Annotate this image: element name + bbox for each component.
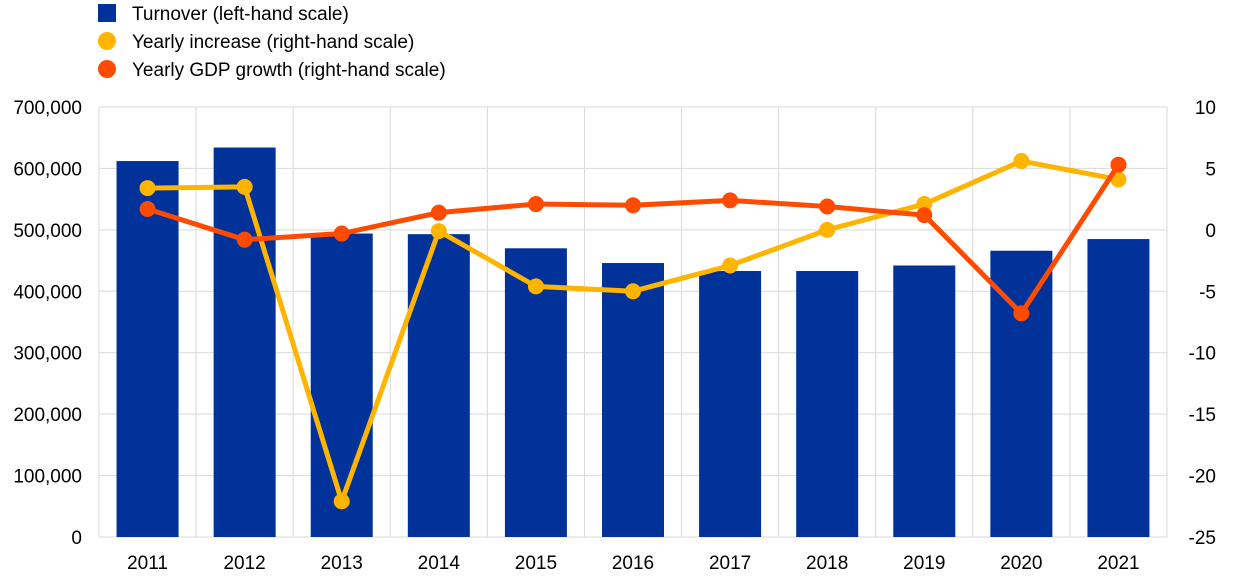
legend-swatch-yearly-increase [98, 32, 116, 50]
x-tick-label: 2018 [806, 553, 848, 574]
right-y-axis: -25 -20 -15 -10 -5 0 5 10 [1189, 98, 1216, 549]
yearly-increase-point-2012 [236, 178, 253, 195]
left-tick-label: 400,000 [13, 282, 82, 303]
x-tick-label: 2014 [418, 553, 461, 574]
left-y-axis: 0 100,000 200,000 300,000 400,000 500,000 600,… [13, 98, 82, 549]
right-tick-label: 10 [1195, 98, 1216, 119]
bar-2021 [1087, 239, 1150, 538]
right-tick-label: -15 [1189, 405, 1216, 426]
yearly-increase-point-2014 [430, 223, 447, 240]
yearly-increase-point-2020 [1013, 153, 1030, 170]
yearly-increase-point-2013 [333, 493, 350, 510]
left-tick-label: 200,000 [13, 405, 82, 426]
yearly-increase-point-2015 [527, 278, 544, 295]
yearly-increase-point-2016 [625, 283, 641, 300]
bar-2016 [602, 263, 664, 537]
legend-label: Turnover (left-hand scale) [132, 4, 349, 25]
gdp-growth-point-2020 [1013, 305, 1030, 322]
gdp-growth-point-2013 [333, 225, 350, 242]
turnover-bars [116, 147, 1150, 538]
gdp-growth-point-2015 [527, 196, 544, 213]
left-tick-label: 700,000 [13, 98, 82, 119]
bar-2020 [990, 250, 1053, 537]
bar-2017 [699, 271, 762, 537]
yearly-increase-point-2021 [1110, 171, 1127, 188]
gdp-growth-point-2021 [1110, 156, 1127, 173]
x-tick-label: 2021 [1097, 553, 1139, 574]
gdp-growth-point-2016 [625, 197, 641, 214]
bar-2015 [504, 248, 567, 538]
left-tick-label: 600,000 [13, 159, 82, 180]
gdp-growth-point-2014 [430, 204, 447, 221]
legend-label: Yearly increase (right-hand scale) [132, 32, 414, 53]
right-tick-label: -20 [1189, 467, 1216, 488]
right-tick-label: -10 [1189, 344, 1216, 365]
right-tick-label: 0 [1205, 221, 1216, 242]
bar-2013 [310, 233, 373, 538]
bar-2018 [796, 271, 859, 537]
right-tick-label: -5 [1199, 282, 1216, 303]
bar-2011 [116, 161, 179, 538]
x-axis: 2011 2012 2013 2014 2015 2016 2017 2018 2019 2020… [127, 553, 1139, 574]
x-tick-label: 2019 [903, 553, 945, 574]
bar-2019 [893, 265, 956, 537]
gdp-growth-point-2011 [139, 200, 156, 217]
line-series [139, 153, 1127, 510]
yearly-increase-point-2017 [722, 257, 739, 274]
right-tick-label: 5 [1205, 159, 1216, 180]
right-tick-label: -25 [1189, 528, 1216, 549]
x-tick-label: 2020 [1000, 553, 1042, 574]
gdp-growth-point-2019 [916, 207, 933, 224]
yearly-increase-point-2019 [916, 196, 933, 213]
left-tick-label: 500,000 [13, 221, 82, 242]
x-tick-label: 2011 [127, 553, 168, 574]
x-tick-label: 2012 [223, 553, 265, 574]
legend: Turnover (left-hand scale) Yearly increas… [98, 4, 446, 81]
x-tick-label: 2013 [321, 553, 363, 574]
legend-swatch-gdp-growth [98, 60, 116, 78]
legend-label: Yearly GDP growth (right-hand scale) [132, 60, 446, 81]
gdp-growth-point-2012 [236, 231, 253, 248]
x-tick-label: 2015 [515, 553, 557, 574]
legend-swatch-turnover [98, 4, 116, 22]
left-tick-label: 0 [71, 528, 82, 549]
yearly-increase-point-2018 [819, 221, 836, 238]
x-tick-label: 2016 [612, 553, 654, 574]
gdp-growth-point-2017 [722, 192, 739, 209]
yearly-increase-point-2011 [139, 180, 156, 197]
left-tick-label: 100,000 [13, 467, 82, 488]
x-tick-label: 2017 [709, 553, 751, 574]
left-tick-label: 300,000 [13, 344, 82, 365]
gdp-growth-point-2018 [819, 198, 836, 215]
bar-2014 [407, 234, 470, 537]
bar-2012 [213, 147, 276, 538]
